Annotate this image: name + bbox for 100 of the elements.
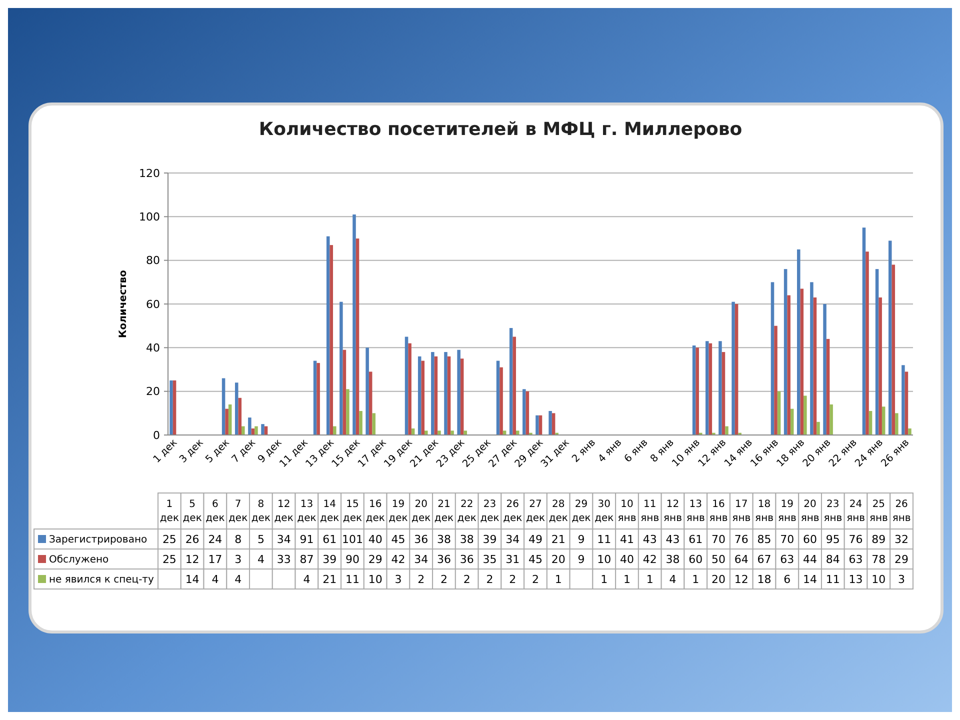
data-label: 33: [276, 552, 291, 566]
bar: [516, 430, 520, 435]
x-tick-label: 20 дек: [412, 499, 431, 524]
y-tick-label: 20: [146, 385, 160, 398]
bar: [408, 343, 412, 435]
y-axis-title: Количество: [118, 270, 129, 338]
data-label: 21: [551, 532, 566, 546]
x-tick-label: 18 янв: [755, 499, 774, 524]
bar: [340, 302, 343, 435]
bar: [496, 360, 500, 435]
x-tick-label: 28 дек: [548, 499, 568, 524]
bar: [725, 426, 728, 435]
data-label: 12: [734, 572, 748, 586]
bar: [248, 418, 252, 435]
bar: [326, 236, 330, 435]
bar: [464, 430, 467, 435]
data-label: 50: [712, 552, 726, 566]
data-label: 13: [848, 572, 863, 586]
data-label: 34: [506, 532, 520, 546]
data-label: 61: [322, 532, 337, 546]
data-label: 40: [368, 532, 382, 546]
data-label: 43: [642, 532, 657, 546]
bar: [330, 245, 334, 435]
data-label: 3: [234, 552, 242, 566]
bar: [316, 362, 320, 435]
bar: [774, 326, 778, 435]
data-label: 34: [276, 532, 291, 546]
data-label: 31: [506, 552, 520, 566]
data-label: 84: [826, 552, 840, 566]
data-label: 36: [414, 532, 428, 546]
data-label: 11: [597, 532, 612, 546]
bar: [878, 297, 882, 435]
bar: [882, 406, 886, 435]
bar: [228, 404, 232, 435]
y-tick-label: 80: [146, 254, 160, 268]
bar: [352, 214, 356, 435]
data-label: 3: [394, 572, 402, 586]
y-tick-label: 0: [153, 428, 160, 442]
bar: [777, 391, 781, 435]
bar: [823, 304, 826, 435]
bar: [732, 302, 735, 435]
x-tick-label: 21 дек: [434, 499, 454, 524]
data-label: 10: [872, 572, 886, 586]
data-label: 87: [300, 552, 314, 566]
data-label: 1: [554, 572, 562, 586]
bar: [866, 252, 869, 435]
bar: [418, 356, 422, 435]
data-label: 9: [578, 552, 585, 566]
bar: [368, 372, 372, 435]
data-label: 1: [646, 572, 654, 586]
x-tick-label: 6 янв: [622, 437, 650, 465]
data-label: 5: [257, 532, 264, 546]
data-label: 4: [257, 552, 264, 566]
data-label: 14: [185, 572, 200, 586]
data-label: 39: [322, 552, 337, 566]
data-label: 25: [162, 552, 176, 566]
data-label: 35: [482, 552, 497, 566]
bar: [804, 396, 807, 435]
data-label: 11: [345, 572, 360, 586]
data-label: 64: [734, 552, 748, 566]
data-label: 2: [486, 572, 494, 586]
x-tick-label: 13 дек: [297, 499, 316, 524]
bar: [342, 350, 346, 435]
x-tick-label: 19 янв: [778, 499, 796, 524]
data-label: 70: [780, 532, 794, 546]
data-label: 25: [162, 532, 176, 546]
data-label: 41: [620, 532, 634, 546]
x-tick-label: 6 дек: [206, 499, 225, 524]
bar: [242, 426, 245, 435]
data-label: 1: [624, 572, 631, 586]
data-label: 4: [669, 572, 676, 586]
data-label: 29: [368, 552, 382, 566]
x-tick-label: 8 дек: [251, 499, 271, 524]
bar: [447, 356, 451, 435]
bar: [261, 424, 264, 435]
bar: [356, 238, 360, 435]
data-label: 60: [688, 552, 703, 566]
data-label: 2: [418, 572, 425, 586]
data-label: 43: [666, 532, 680, 546]
data-label: 4: [234, 572, 242, 586]
data-label: 3: [898, 572, 906, 586]
data-label: 12: [185, 552, 200, 566]
bar: [372, 413, 376, 435]
data-label: 95: [826, 532, 840, 546]
data-label: 34: [414, 552, 428, 566]
bar: [548, 410, 552, 435]
x-tick-label: 1 дек: [160, 499, 179, 524]
x-tick-label: 22 дек: [457, 499, 476, 524]
bar: [234, 382, 238, 435]
data-label: 42: [642, 552, 657, 566]
x-tick-label: 7 дек: [228, 499, 248, 524]
bar: [500, 367, 503, 435]
bar: [509, 328, 513, 435]
bar: [797, 249, 800, 435]
bar: [359, 410, 362, 435]
data-label: 38: [436, 532, 451, 546]
legend-label: Обслужено: [49, 554, 109, 566]
data-label: 36: [460, 552, 474, 566]
data-label: 10: [597, 552, 612, 566]
bar: [895, 413, 898, 435]
